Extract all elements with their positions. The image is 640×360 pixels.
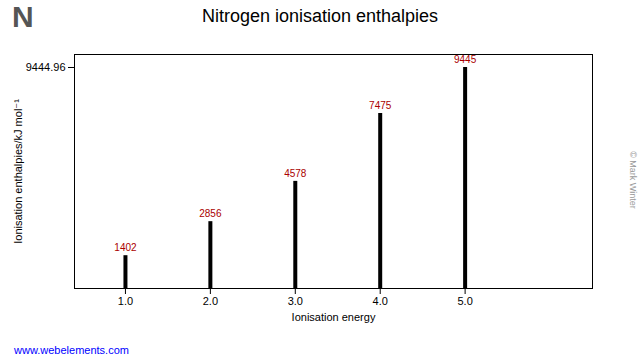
svg-text:1.0: 1.0 [118, 295, 133, 307]
svg-text:4578: 4578 [284, 168, 307, 179]
svg-text:Ionisation enthalpies/kJ mol⁻¹: Ionisation enthalpies/kJ mol⁻¹ [12, 99, 24, 244]
svg-text:1402: 1402 [114, 242, 137, 253]
svg-text:3.0: 3.0 [288, 295, 303, 307]
html-text:© Mark Winter: © Mark Winter [628, 151, 638, 209]
svg-text:4.0: 4.0 [373, 295, 388, 307]
svg-text:2856: 2856 [199, 208, 222, 219]
svg-text:9445: 9445 [454, 54, 477, 65]
svg-text:7475: 7475 [369, 100, 392, 111]
html-text:N: N [12, 0, 34, 33]
svg-text:Ionisation energy: Ionisation energy [292, 311, 376, 323]
html-text:Nitrogen ionisation enthalpies: Nitrogen ionisation enthalpies [201, 6, 439, 26]
svg-text:5.0: 5.0 [457, 295, 472, 307]
html-text:www.webelements.com: www.webelements.com [14, 344, 129, 356]
svg-text:2.0: 2.0 [203, 295, 218, 307]
svg-text:9444.96: 9444.96 [26, 61, 66, 73]
